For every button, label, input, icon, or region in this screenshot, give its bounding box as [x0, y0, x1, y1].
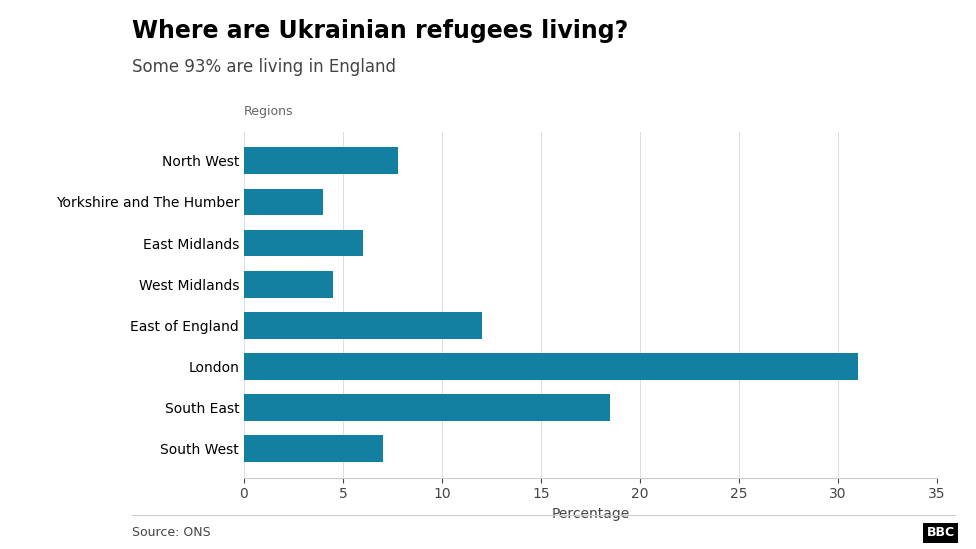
Bar — [244, 271, 333, 298]
Text: Some 93% are living in England: Some 93% are living in England — [132, 58, 395, 76]
Bar — [244, 435, 383, 462]
Text: Regions: Regions — [243, 105, 293, 118]
Bar — [244, 229, 363, 256]
Bar — [244, 353, 858, 380]
Text: BBC: BBC — [926, 526, 955, 539]
X-axis label: Percentage: Percentage — [551, 507, 630, 521]
Bar — [244, 148, 398, 174]
Text: Source: ONS: Source: ONS — [132, 526, 211, 539]
Bar — [244, 394, 610, 421]
Bar — [244, 189, 323, 215]
Text: Where are Ukrainian refugees living?: Where are Ukrainian refugees living? — [132, 19, 628, 43]
Bar — [244, 312, 481, 339]
